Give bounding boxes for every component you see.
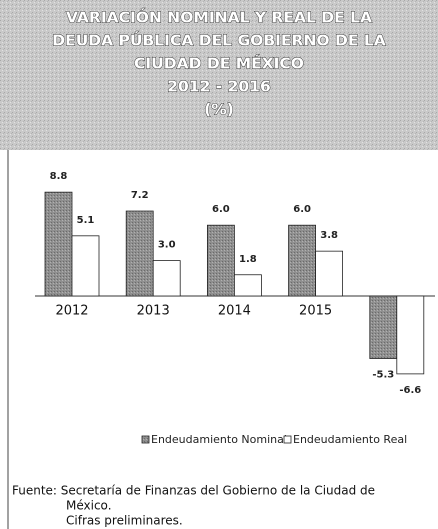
bar: [206, 224, 235, 297]
bar: [288, 224, 317, 297]
x-tick-label: 2015: [299, 304, 332, 319]
source-note: Fuente: Secretaría de Finanzas del Gobie…: [12, 484, 375, 498]
legend-label: Endeudamiento Nominal: [151, 433, 287, 446]
data-label: -6.6: [399, 385, 421, 396]
x-tick-label: 2012: [55, 304, 88, 319]
legend-swatch: [283, 435, 292, 444]
source-note: México.: [66, 499, 112, 513]
data-label: 5.1: [77, 215, 95, 226]
bar: [233, 274, 262, 297]
chart-title: CIUDAD DE MÉXICO: [134, 54, 304, 73]
x-tick-label: 2014: [218, 304, 251, 319]
data-label: 3.0: [158, 240, 176, 251]
title-background: [0, 0, 438, 150]
chart-title: DEUDA PÚBLICA DEL GOBIERNO DE LA: [52, 31, 385, 50]
data-label: 3.8: [320, 230, 338, 241]
chart-title: VARIACIÓN NOMINAL Y REAL DE LA: [66, 8, 372, 27]
bar: [152, 260, 181, 297]
data-label: 7.2: [131, 190, 149, 201]
bar: [44, 191, 73, 297]
data-label: 8.8: [50, 171, 68, 182]
source-note: Cifras preliminares.: [66, 514, 183, 528]
bar: [125, 210, 154, 297]
data-label: 6.0: [293, 204, 311, 215]
bar: [71, 235, 100, 297]
bar: [315, 250, 344, 297]
data-label: 6.0: [212, 204, 230, 215]
data-label: 1.8: [239, 254, 257, 265]
bar: [396, 295, 425, 375]
legend-label: Endeudamiento Real: [293, 433, 407, 446]
bar: [369, 295, 398, 359]
chart-title: (%): [204, 101, 234, 119]
x-tick-label: 2013: [137, 304, 170, 319]
legend-swatch: [141, 435, 150, 444]
data-label: -5.3: [372, 370, 394, 381]
chart-title: 2012 - 2016: [167, 78, 271, 96]
